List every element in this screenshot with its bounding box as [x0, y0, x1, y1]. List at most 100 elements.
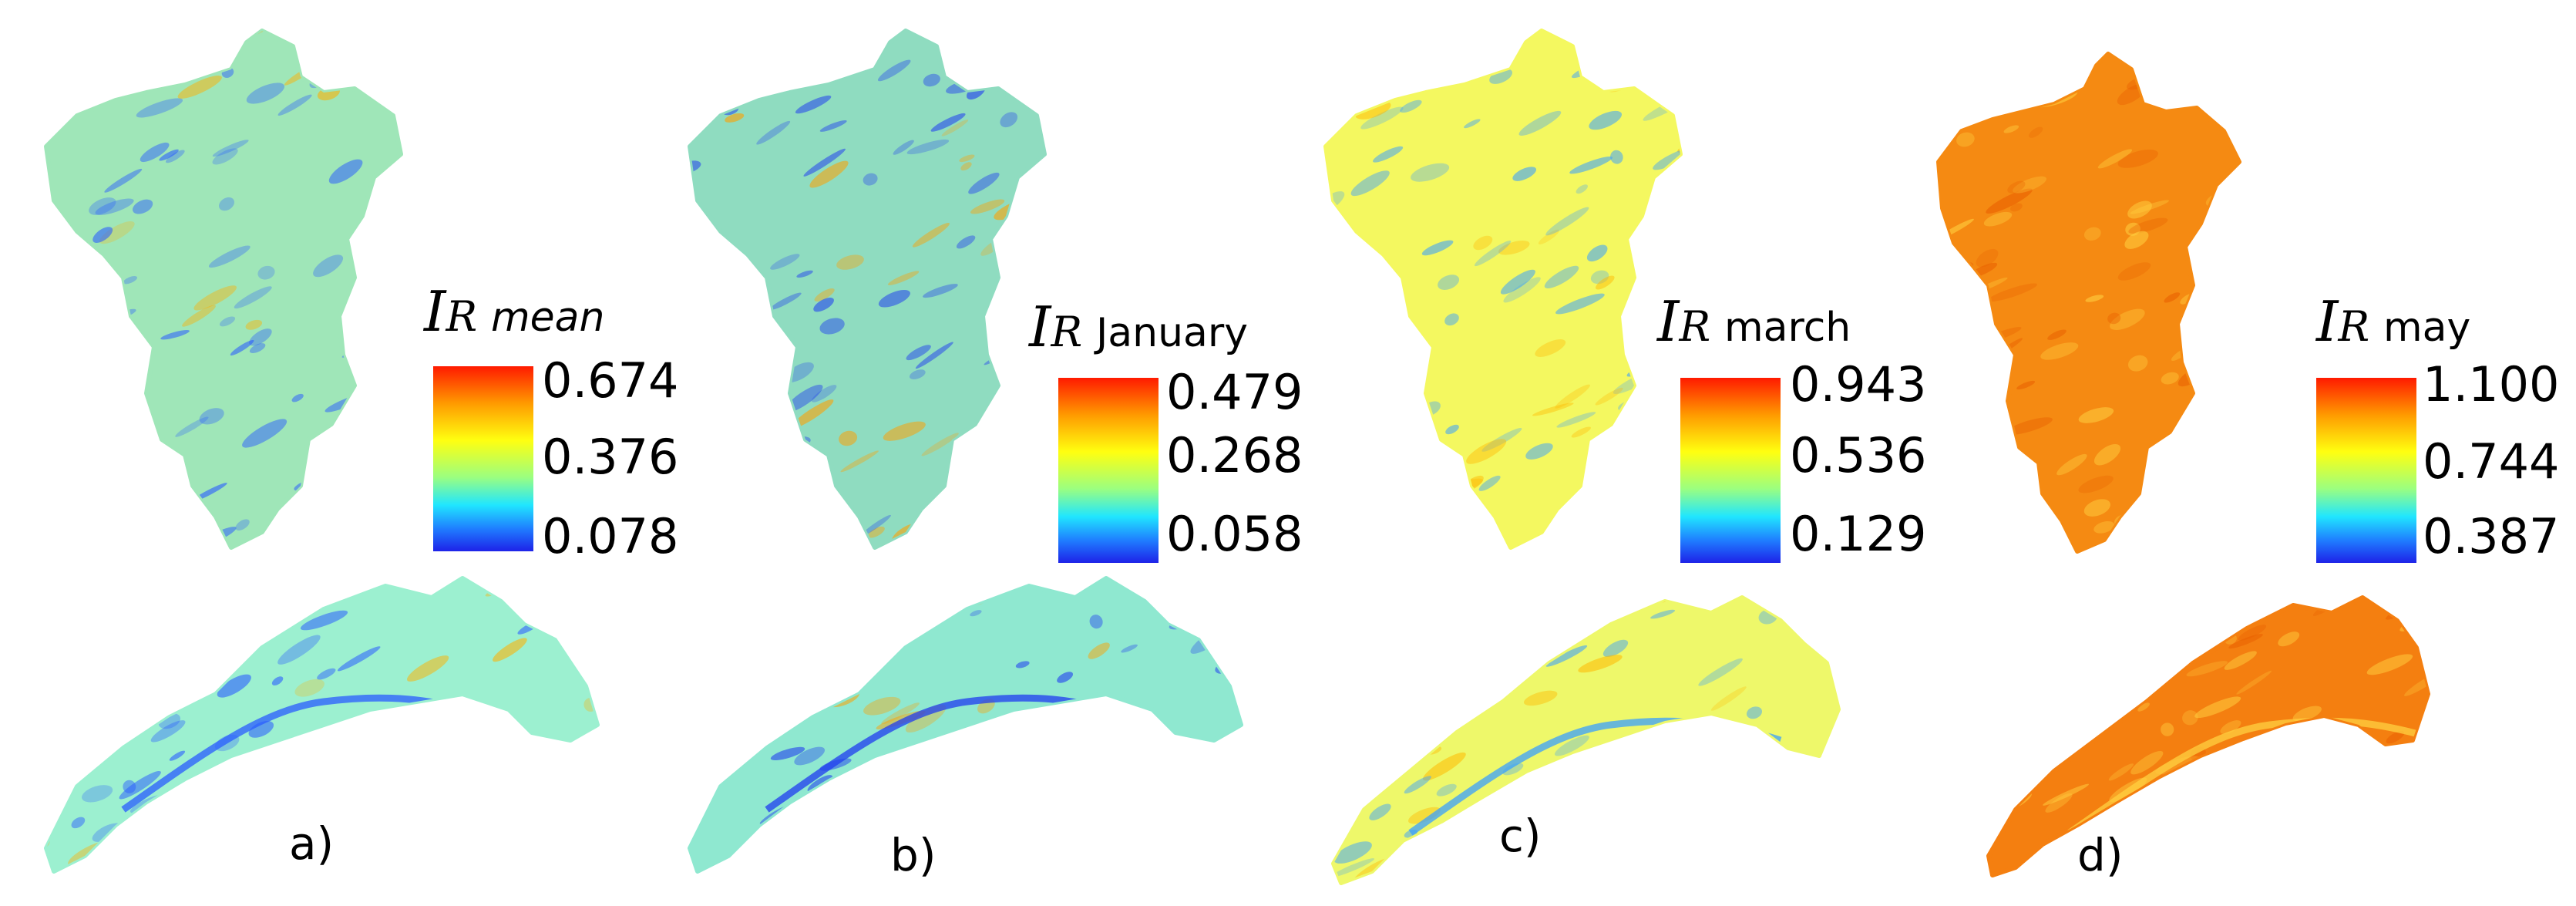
terrain-texture	[863, 696, 901, 716]
terrain-texture	[1333, 598, 1348, 602]
terrain-texture	[868, 526, 885, 538]
terrain-texture	[977, 480, 999, 493]
terrain-texture	[2085, 295, 2104, 302]
terrain-texture	[2124, 231, 2149, 249]
terrain-texture	[2245, 273, 2275, 296]
terrain-texture	[710, 500, 739, 520]
terrain-texture	[2228, 634, 2263, 649]
terrain-texture	[1000, 112, 1018, 128]
terrain-texture	[1015, 661, 1030, 669]
terrain-texture	[328, 159, 363, 184]
panel-label-d: d)	[2077, 829, 2124, 881]
terrain-texture	[2276, 333, 2307, 356]
terrain-texture	[1148, 773, 1169, 787]
terrain-texture	[2010, 203, 2023, 212]
terrain-texture	[690, 209, 703, 225]
terrain-texture	[2251, 430, 2275, 450]
terrain-texture	[62, 76, 107, 97]
terrain-texture	[1650, 609, 1676, 619]
terrain-texture	[202, 773, 236, 791]
terrain-texture	[2007, 180, 2026, 194]
terrain-texture	[2366, 654, 2413, 675]
terrain-texture	[1326, 31, 1345, 37]
terrain-texture	[1059, 853, 1101, 871]
terrain-texture	[46, 122, 49, 141]
terrain-texture	[2130, 751, 2164, 775]
terrain-texture	[758, 637, 803, 659]
terrain-texture	[1544, 265, 1579, 289]
terrain-texture	[88, 621, 105, 632]
terrain-texture	[697, 325, 746, 342]
terrain-texture	[2196, 607, 2241, 625]
terrain-texture	[824, 864, 861, 871]
terrain-texture	[2194, 696, 2241, 719]
terrain-texture	[1518, 110, 1562, 136]
terrain-texture	[2278, 632, 2300, 647]
terrain-texture	[956, 235, 976, 249]
terrain-texture	[475, 806, 506, 829]
terrain-texture	[2117, 150, 2158, 168]
terrain-texture	[690, 426, 723, 439]
terrain-texture	[46, 110, 49, 130]
terrain-texture	[1337, 692, 1381, 719]
terrain-texture	[581, 845, 597, 859]
terrain-texture	[1326, 256, 1333, 271]
terrain-texture	[785, 384, 823, 413]
terrain-texture	[1089, 615, 1103, 629]
terrain-texture	[1670, 218, 1680, 234]
terrain-texture	[2107, 312, 2121, 325]
terrain-texture	[395, 778, 442, 800]
terrain-texture	[927, 780, 943, 797]
terrain-texture	[2161, 372, 2179, 385]
terrain-texture	[1939, 433, 1967, 451]
terrain-texture	[2182, 710, 2198, 726]
terrain-texture	[2028, 126, 2043, 138]
terrain-texture	[970, 610, 982, 617]
terrain-texture	[1378, 684, 1407, 695]
terrain-texture	[2117, 262, 2151, 281]
terrain-texture	[133, 520, 168, 536]
terrain-texture	[76, 31, 120, 35]
terrain-texture	[2164, 80, 2192, 103]
terrain-texture	[725, 113, 745, 123]
terrain-texture	[1326, 378, 1352, 404]
legend-subscript: R	[1051, 308, 1083, 356]
terrain-texture	[1811, 857, 1838, 881]
watershed-map-top-a	[44, 29, 403, 550]
terrain-texture	[318, 506, 348, 524]
terrain-texture	[116, 520, 138, 535]
terrain-texture	[1983, 94, 2017, 109]
terrain-texture	[291, 393, 304, 402]
terrain-texture	[2077, 575, 2116, 598]
terrain-texture	[968, 172, 1000, 194]
terrain-texture	[46, 315, 62, 332]
terrain-texture	[2208, 204, 2231, 215]
terrain-texture	[955, 500, 992, 519]
terrain-texture	[718, 337, 752, 353]
terrain-texture	[372, 303, 401, 323]
terrain-texture	[802, 563, 822, 579]
panel-label-a: a)	[289, 817, 335, 870]
panel-a: IR mean 0.674 0.376 0.078 a)	[0, 0, 679, 906]
terrain-texture	[1989, 688, 1992, 698]
colorbar-c	[1680, 378, 1781, 563]
terrain-texture	[794, 746, 826, 766]
terrain-texture	[2386, 731, 2405, 744]
terrain-texture	[113, 408, 136, 426]
terrain-texture	[1650, 250, 1680, 271]
terrain-texture	[395, 716, 415, 729]
terrain-texture	[52, 507, 73, 524]
terrain-texture	[1333, 708, 1340, 723]
terrain-texture	[2161, 463, 2203, 485]
terrain-texture	[1387, 52, 1403, 67]
terrain-texture	[1320, 573, 1337, 589]
terrain-texture	[2084, 655, 2111, 672]
terrain-texture	[1350, 498, 1383, 514]
terrain-texture	[859, 514, 891, 537]
terrain-texture	[819, 120, 847, 132]
terrain-texture	[1340, 31, 1376, 44]
terrain-texture	[690, 458, 701, 477]
terrain-texture	[1996, 473, 2023, 487]
terrain-texture	[564, 629, 597, 642]
terrain-texture	[123, 780, 136, 793]
